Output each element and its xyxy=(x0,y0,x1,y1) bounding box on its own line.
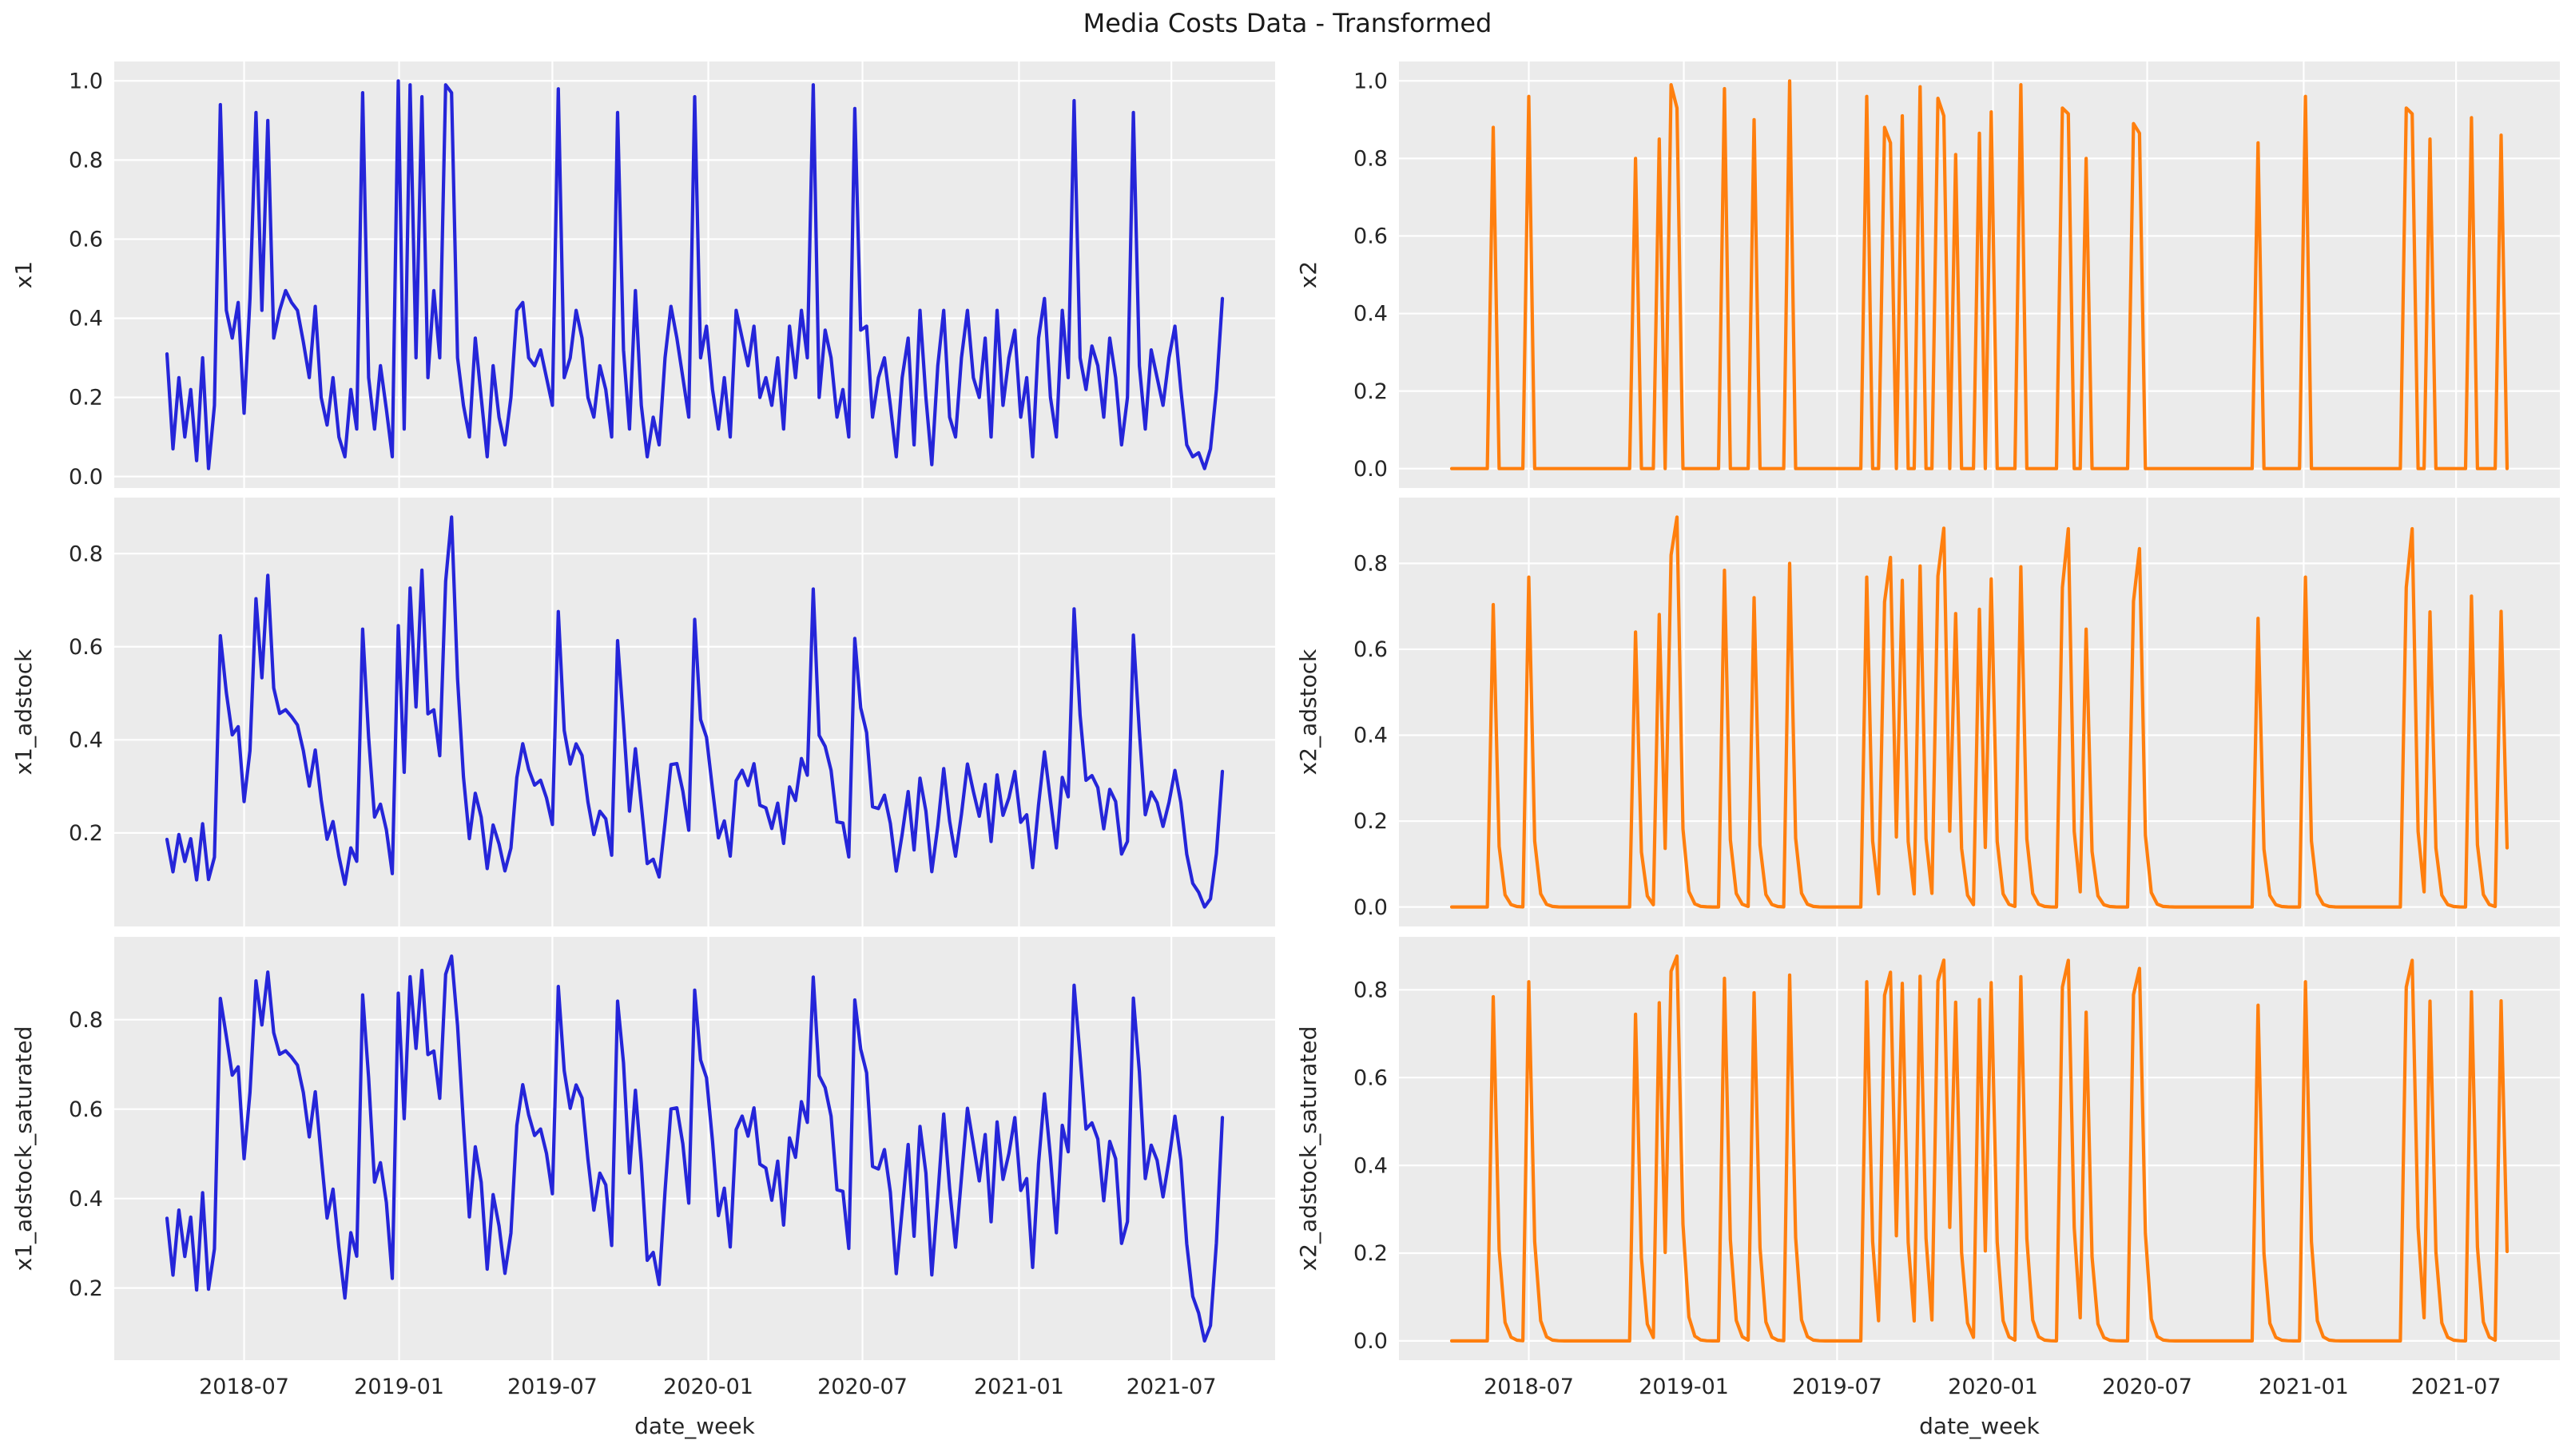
y-tick-label: 0.6 xyxy=(1353,224,1388,249)
plot-background xyxy=(1399,61,2560,488)
subplot-x1_adstock: 0.2 0.4 0.6 0.8 x1_adstock xyxy=(10,498,1275,926)
subplot-x1: 0.0 0.2 0.4 0.6 0.8 1.0 x1 xyxy=(10,61,1275,490)
y-tick-label: 1.0 xyxy=(1353,69,1388,93)
y-tick-label: 0.6 xyxy=(69,1097,103,1122)
x-tick-label: 2021-01 xyxy=(974,1375,1064,1399)
plot-background xyxy=(114,498,1275,926)
x-axis-label: date_week xyxy=(1919,1413,2040,1439)
x-tick-label: 2019-07 xyxy=(1792,1375,1882,1399)
line-series-x1_adstock xyxy=(165,515,1225,909)
x-tick-label: 2018-07 xyxy=(1484,1375,1574,1399)
x-tick-label: 2019-01 xyxy=(1639,1375,1729,1399)
y-tick-label: 0.4 xyxy=(69,307,103,331)
y-tick-label: 0.4 xyxy=(1353,724,1388,748)
y-tick-label: 0.2 xyxy=(69,386,103,411)
y-tick-label: 0.0 xyxy=(1353,1329,1388,1354)
line-series-x2_adstock_saturated xyxy=(1449,954,2509,1343)
y-tick-label: 0.8 xyxy=(69,149,103,173)
y-axis-label: x2_adstock xyxy=(1295,649,1321,775)
y-tick-label: 0.0 xyxy=(1353,895,1388,920)
y-tick-label: 0.6 xyxy=(69,635,103,660)
subplot-x2: 0.0 0.2 0.4 0.6 0.8 1.0 x2 xyxy=(1295,61,2560,488)
y-axis-label: x2_adstock_saturated xyxy=(1295,1026,1321,1272)
y-tick-label: 0.2 xyxy=(1353,379,1388,404)
line-series-x2_adstock xyxy=(1449,515,2509,909)
y-tick-label: 0.2 xyxy=(1353,809,1388,834)
y-tick-label: 0.8 xyxy=(69,542,103,566)
subplot-x2_adstock: 0.0 0.2 0.4 0.6 0.8 x2_adstock xyxy=(1295,498,2560,926)
y-tick-label: 0.4 xyxy=(1353,1153,1388,1178)
y-tick-label: 0.6 xyxy=(1353,637,1388,662)
y-tick-label: 1.0 xyxy=(69,69,103,93)
figure-title: Media Costs Data - Transformed xyxy=(1083,8,1492,38)
x-tick-label: 2020-07 xyxy=(817,1375,908,1399)
y-tick-label: 0.0 xyxy=(69,465,103,490)
y-tick-label: 0.8 xyxy=(69,1008,103,1033)
subplot-x1_adstock_saturated: 0.2 0.4 0.6 0.8 x1_adstock_saturated 2018-07 2… xyxy=(10,937,1275,1439)
y-tick-label: 0.6 xyxy=(1353,1065,1388,1090)
y-tick-label: 0.8 xyxy=(1353,552,1388,577)
x-tick-label: 2021-07 xyxy=(1127,1375,1217,1399)
y-tick-label: 0.2 xyxy=(69,821,103,846)
y-axis-label: x1_adstock xyxy=(10,649,37,775)
y-tick-label: 0.2 xyxy=(69,1276,103,1301)
subplot-x2_adstock_saturated: 0.0 0.2 0.4 0.6 0.8 x2_adstock_saturated 2018-… xyxy=(1295,937,2560,1439)
y-axis-label: x1_adstock_saturated xyxy=(10,1026,37,1272)
y-tick-label: 0.4 xyxy=(69,1187,103,1212)
y-tick-label: 0.8 xyxy=(1353,147,1388,172)
y-tick-label: 0.2 xyxy=(1353,1241,1388,1266)
y-tick-label: 0.8 xyxy=(1353,978,1388,1002)
x-tick-label: 2021-07 xyxy=(2411,1375,2501,1399)
x-tick-label: 2019-01 xyxy=(354,1375,444,1399)
x-tick-label: 2020-07 xyxy=(2102,1375,2192,1399)
y-tick-label: 0.6 xyxy=(69,228,103,252)
line-series-x1_adstock_saturated xyxy=(165,954,1225,1343)
y-axis-label: x2 xyxy=(1295,261,1321,288)
y-tick-label: 0.4 xyxy=(1353,302,1388,327)
y-axis-label: x1 xyxy=(10,261,37,288)
line-series-x1 xyxy=(165,79,1225,470)
plot-background xyxy=(1399,498,2560,926)
x-tick-label: 2021-01 xyxy=(2259,1375,2349,1399)
x-tick-label: 2020-01 xyxy=(663,1375,753,1399)
y-tick-label: 0.4 xyxy=(69,728,103,752)
x-tick-label: 2018-07 xyxy=(199,1375,289,1399)
line-series-x2 xyxy=(1449,79,2509,470)
x-tick-label: 2019-07 xyxy=(507,1375,598,1399)
y-tick-label: 0.0 xyxy=(1353,457,1388,482)
x-tick-label: 2020-01 xyxy=(1948,1375,2038,1399)
x-axis-label: date_week xyxy=(634,1413,755,1439)
